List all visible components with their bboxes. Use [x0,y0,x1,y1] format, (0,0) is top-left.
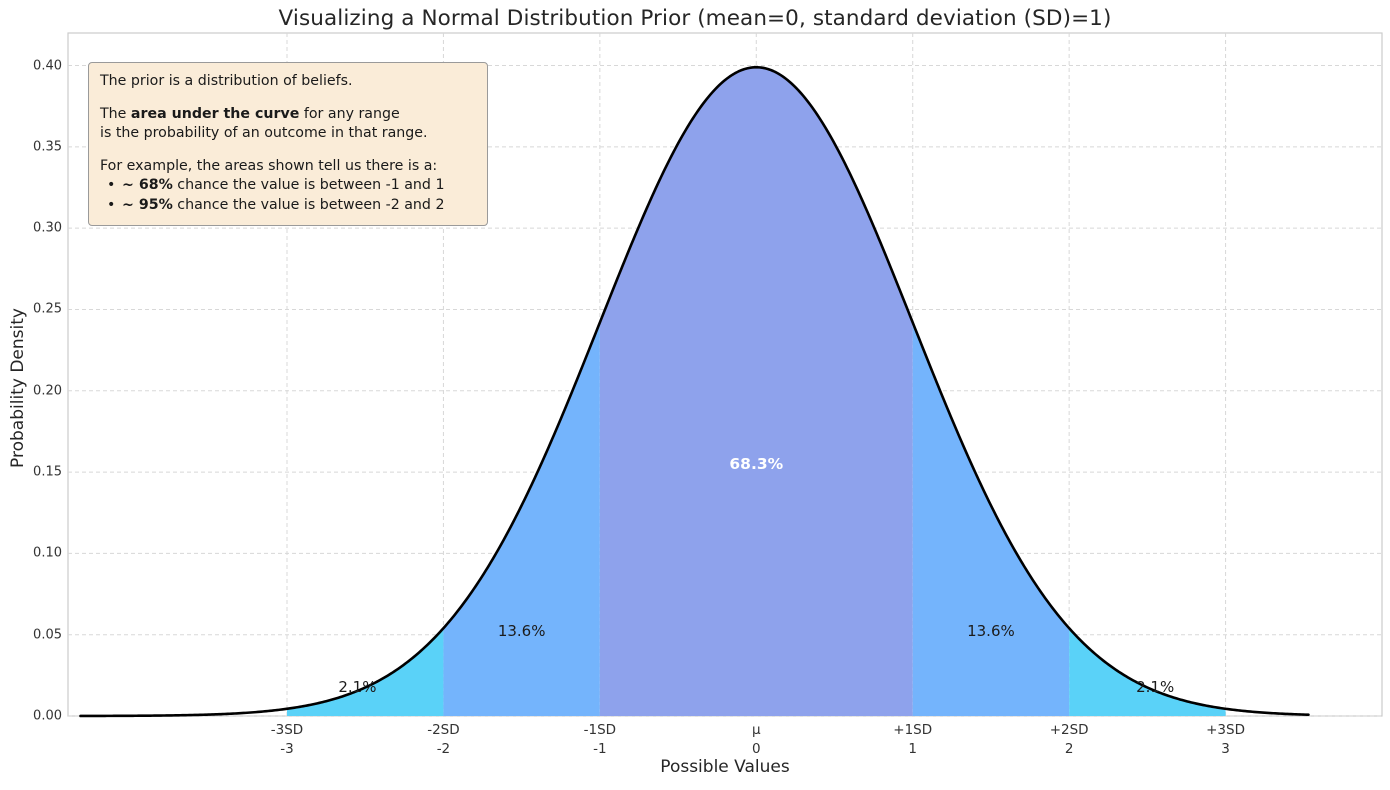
left-outer-band-percentage: 2.1% [338,677,377,696]
distribution-curve [79,65,1310,718]
y-tick-label: 0.05 [33,627,62,643]
page-title: Visualizing a Normal Distribution Prior … [278,6,1112,31]
center-band-percentage: 68.3% [729,454,784,473]
y-tick-label: 0.00 [33,708,62,724]
annotation-bullet-1: ~ 68% chance the value is between -1 and… [107,176,476,196]
x-tick-label: +3SD 3 [1156,721,1296,759]
annotation-bullet-1-bold: ~ 68% [122,177,173,193]
y-tick-label: 0.20 [33,383,62,399]
y-tick-label: 0.40 [33,58,62,74]
annotation-line-3: is the probability of an outcome in that… [100,125,428,141]
annotation-line-2-bold: area under the curve [130,105,300,122]
x-axis-ticks: -3SD -3 -2SD -2 -1SD -1 μ 0 +1SD 1 +2SD 2 +3SD 3 [0,721,1390,766]
annotation-line-2: The area under the curve for any range [100,105,476,125]
annotation-box: The prior is a distribution of beliefs. … [88,62,488,226]
x-tick-value: 0 [751,741,761,757]
x-tick-value: -2 [436,741,451,757]
annotation-line-2-post: for any range [299,105,400,122]
x-tick-label: -1SD -1 [530,721,670,759]
annotation-bullet-2-bold: ~ 95% [122,196,173,213]
x-axis-title: Possible Values [660,757,790,777]
annotation-line-4: For example, the areas shown tell us the… [100,157,438,174]
y-tick-label: 0.25 [33,301,62,317]
left-inner-band-percentage: 13.6% [497,622,546,641]
y-axis-ticks: 0.00 0.05 0.10 0.15 0.20 0.25 0.30 0.35 0.40 [0,0,62,790]
annotation-bullet-2-rest: chance the value is between -2 and 2 [172,196,445,213]
x-tick-label: -2SD -2 [373,721,513,759]
annotation-line-1: The prior is a distribution of beliefs. [100,73,353,89]
y-tick-label: 0.10 [33,545,62,561]
x-tick-value: 3 [1221,741,1230,757]
y-tick-label: 0.35 [33,139,62,155]
x-tick-label: +1SD 1 [843,721,983,759]
annotation-spacer-1 [100,92,476,105]
annotation-bullet-1-rest: chance the value is between -1 and 1 [172,177,445,193]
x-tick-value: -3 [280,741,294,757]
x-tick-sd: μ [751,722,761,738]
right-inner-band-percentage: 13.6% [967,622,1015,641]
x-tick-value: 1 [908,741,917,757]
x-tick-value: 2 [1064,741,1074,757]
annotation-line-2-pre: The [100,105,131,122]
center-band [599,67,913,717]
left-outer-band [287,628,444,716]
x-tick-sd: -1SD [583,722,617,738]
x-tick-sd: +1SD [893,722,933,738]
x-tick-sd: -3SD [270,722,304,738]
x-tick-sd: -2SD [427,722,460,738]
x-tick-value: -1 [593,741,607,757]
annotation-spacer-2 [100,144,476,157]
right-outer-band-percentage: 2.1% [1136,677,1175,696]
annotation-bullet-list: ~ 68% chance the value is between -1 and… [100,176,476,215]
y-tick-label: 0.30 [33,220,62,236]
x-tick-label: +2SD 2 [999,721,1139,759]
x-tick-sd: +2SD [1049,722,1089,738]
annotation-bullet-2: ~ 95% chance the value is between -2 and… [107,196,476,216]
y-tick-label: 0.15 [33,464,62,480]
x-tick-label: -3SD -3 [217,721,357,759]
x-tick-sd: +3SD [1206,722,1245,738]
right-outer-band [1069,628,1226,716]
